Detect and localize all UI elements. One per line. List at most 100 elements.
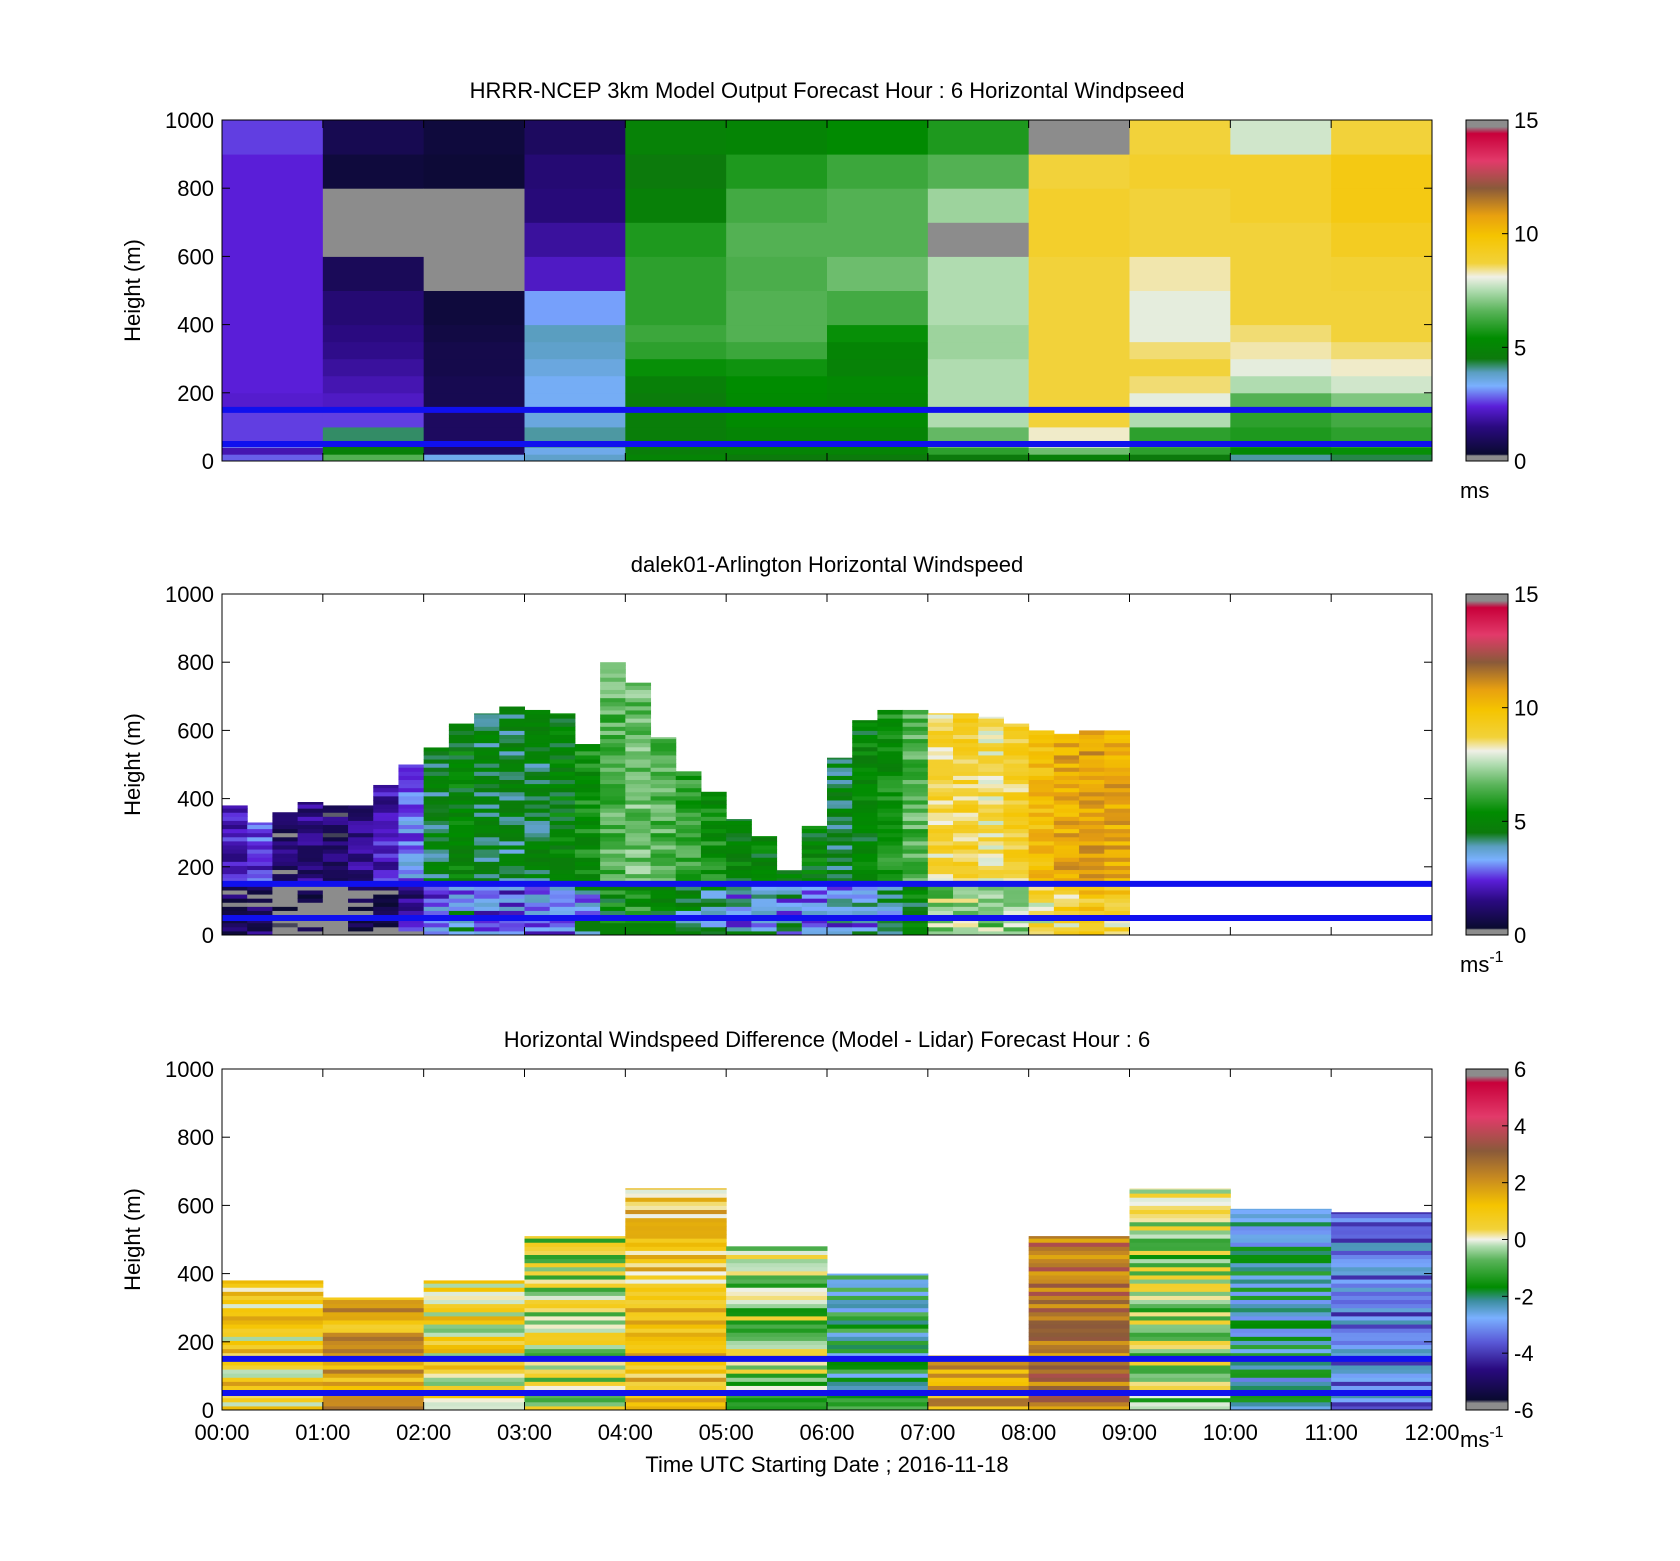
heatmap-cell (574, 902, 601, 907)
heatmap-cell (247, 885, 273, 891)
heatmap-cell (726, 1332, 828, 1337)
heatmap-cell (852, 869, 878, 875)
heatmap-cell (499, 849, 525, 854)
y-tick-label: 400 (177, 313, 214, 338)
heatmap-cell (1230, 1328, 1332, 1333)
heatmap-cell (423, 290, 525, 326)
heatmap-cell (247, 877, 273, 883)
heatmap-cell (222, 840, 248, 846)
heatmap-cell (700, 808, 727, 813)
heatmap-cell (902, 812, 929, 817)
heatmap-cell (625, 1315, 727, 1321)
heatmap-cell (1331, 188, 1433, 223)
heatmap-cell (827, 256, 929, 291)
heatmap-cell (1028, 1299, 1130, 1305)
heatmap-cell (877, 714, 904, 719)
heatmap-cell (1028, 746, 1055, 752)
heatmap-cell (322, 885, 349, 891)
heatmap-cell (474, 816, 500, 821)
heatmap-cell (1028, 795, 1055, 801)
heatmap-cell (827, 844, 853, 850)
heatmap-cell (1003, 836, 1030, 842)
heatmap-cell (978, 716, 1004, 719)
heatmap-cell (650, 869, 677, 875)
heatmap-cell (953, 804, 979, 809)
heatmap-cell (1104, 885, 1130, 891)
heatmap-cell (1053, 795, 1080, 801)
heatmap-cell (827, 1344, 929, 1350)
heatmap-cell (927, 783, 954, 789)
heatmap-cell (222, 805, 248, 809)
heatmap-cell (1129, 1197, 1231, 1202)
heatmap-cell (398, 824, 425, 830)
heatmap-cell (398, 836, 425, 842)
heatmap-cell (953, 771, 979, 776)
heatmap-cell (574, 787, 601, 793)
heatmap-cell (1129, 1377, 1231, 1382)
heatmap-cell (549, 820, 576, 826)
heatmap-cell (1129, 1401, 1231, 1407)
heatmap-cell (852, 906, 878, 911)
heatmap-cell (373, 820, 399, 826)
heatmap-cell (272, 865, 299, 871)
heatmap-cell (1230, 1364, 1332, 1370)
heatmap-cell (247, 910, 273, 916)
heatmap-cell (650, 742, 677, 748)
heatmap-cell (625, 718, 652, 723)
heatmap-cell (322, 824, 349, 830)
heatmap-cell (1028, 1266, 1130, 1272)
heatmap-cell (499, 873, 525, 879)
heatmap-cell (1104, 754, 1130, 760)
heatmap-cell (726, 1258, 828, 1264)
heatmap-cell (726, 1287, 828, 1292)
heatmap-cell (852, 844, 878, 850)
heatmap-cell (625, 1332, 727, 1337)
heatmap-cell (625, 889, 652, 895)
heatmap-cell (877, 885, 904, 891)
heatmap-cell (1028, 1369, 1130, 1374)
heatmap-cell (373, 865, 399, 871)
heatmap-cell (1104, 861, 1130, 866)
heatmap-cell (1230, 120, 1332, 155)
heatmap-cell (625, 836, 652, 842)
heatmap-cell (1230, 426, 1332, 442)
heatmap-cell (322, 894, 349, 899)
heatmap-cell (448, 804, 475, 809)
heatmap-cell (625, 701, 652, 707)
heatmap-cell (1003, 861, 1030, 866)
heatmap-cell (852, 812, 878, 817)
heatmap-cell (398, 926, 425, 932)
heatmap-cell (1003, 754, 1030, 760)
heatmap-cell (927, 808, 954, 813)
heatmap-cell (827, 853, 853, 858)
heatmap-cell (272, 828, 299, 834)
heatmap-cell (877, 922, 904, 928)
heatmap-cell (524, 861, 551, 866)
heatmap-cell (877, 783, 904, 789)
heatmap-cell (978, 910, 1004, 916)
heatmap-cell (1129, 1360, 1231, 1366)
heatmap-cell (1104, 922, 1130, 928)
heatmap-cell (827, 1348, 929, 1354)
heatmap-cell (499, 718, 525, 723)
heatmap-cell (373, 873, 399, 879)
heatmap-cell (322, 1303, 425, 1309)
heatmap-cell (1129, 1291, 1231, 1296)
heatmap-cell (827, 930, 853, 936)
heatmap-cell (322, 1332, 425, 1337)
heatmap-cell (1003, 873, 1030, 879)
heatmap-cell (474, 820, 500, 826)
heatmap-cell (600, 779, 626, 785)
heatmap-cell (1104, 738, 1130, 744)
heatmap-cell (524, 1242, 626, 1247)
heatmap-cell (423, 1369, 525, 1374)
heatmap-cell (474, 922, 500, 928)
heatmap-cell (524, 836, 551, 842)
heatmap-cell (852, 722, 878, 727)
heatmap-cell (1028, 188, 1130, 223)
heatmap-cell (953, 869, 979, 875)
heatmap-cell (448, 873, 475, 879)
heatmap-cell (448, 877, 475, 883)
heatmap-cell (978, 750, 1004, 756)
heatmap-cell (474, 828, 500, 834)
